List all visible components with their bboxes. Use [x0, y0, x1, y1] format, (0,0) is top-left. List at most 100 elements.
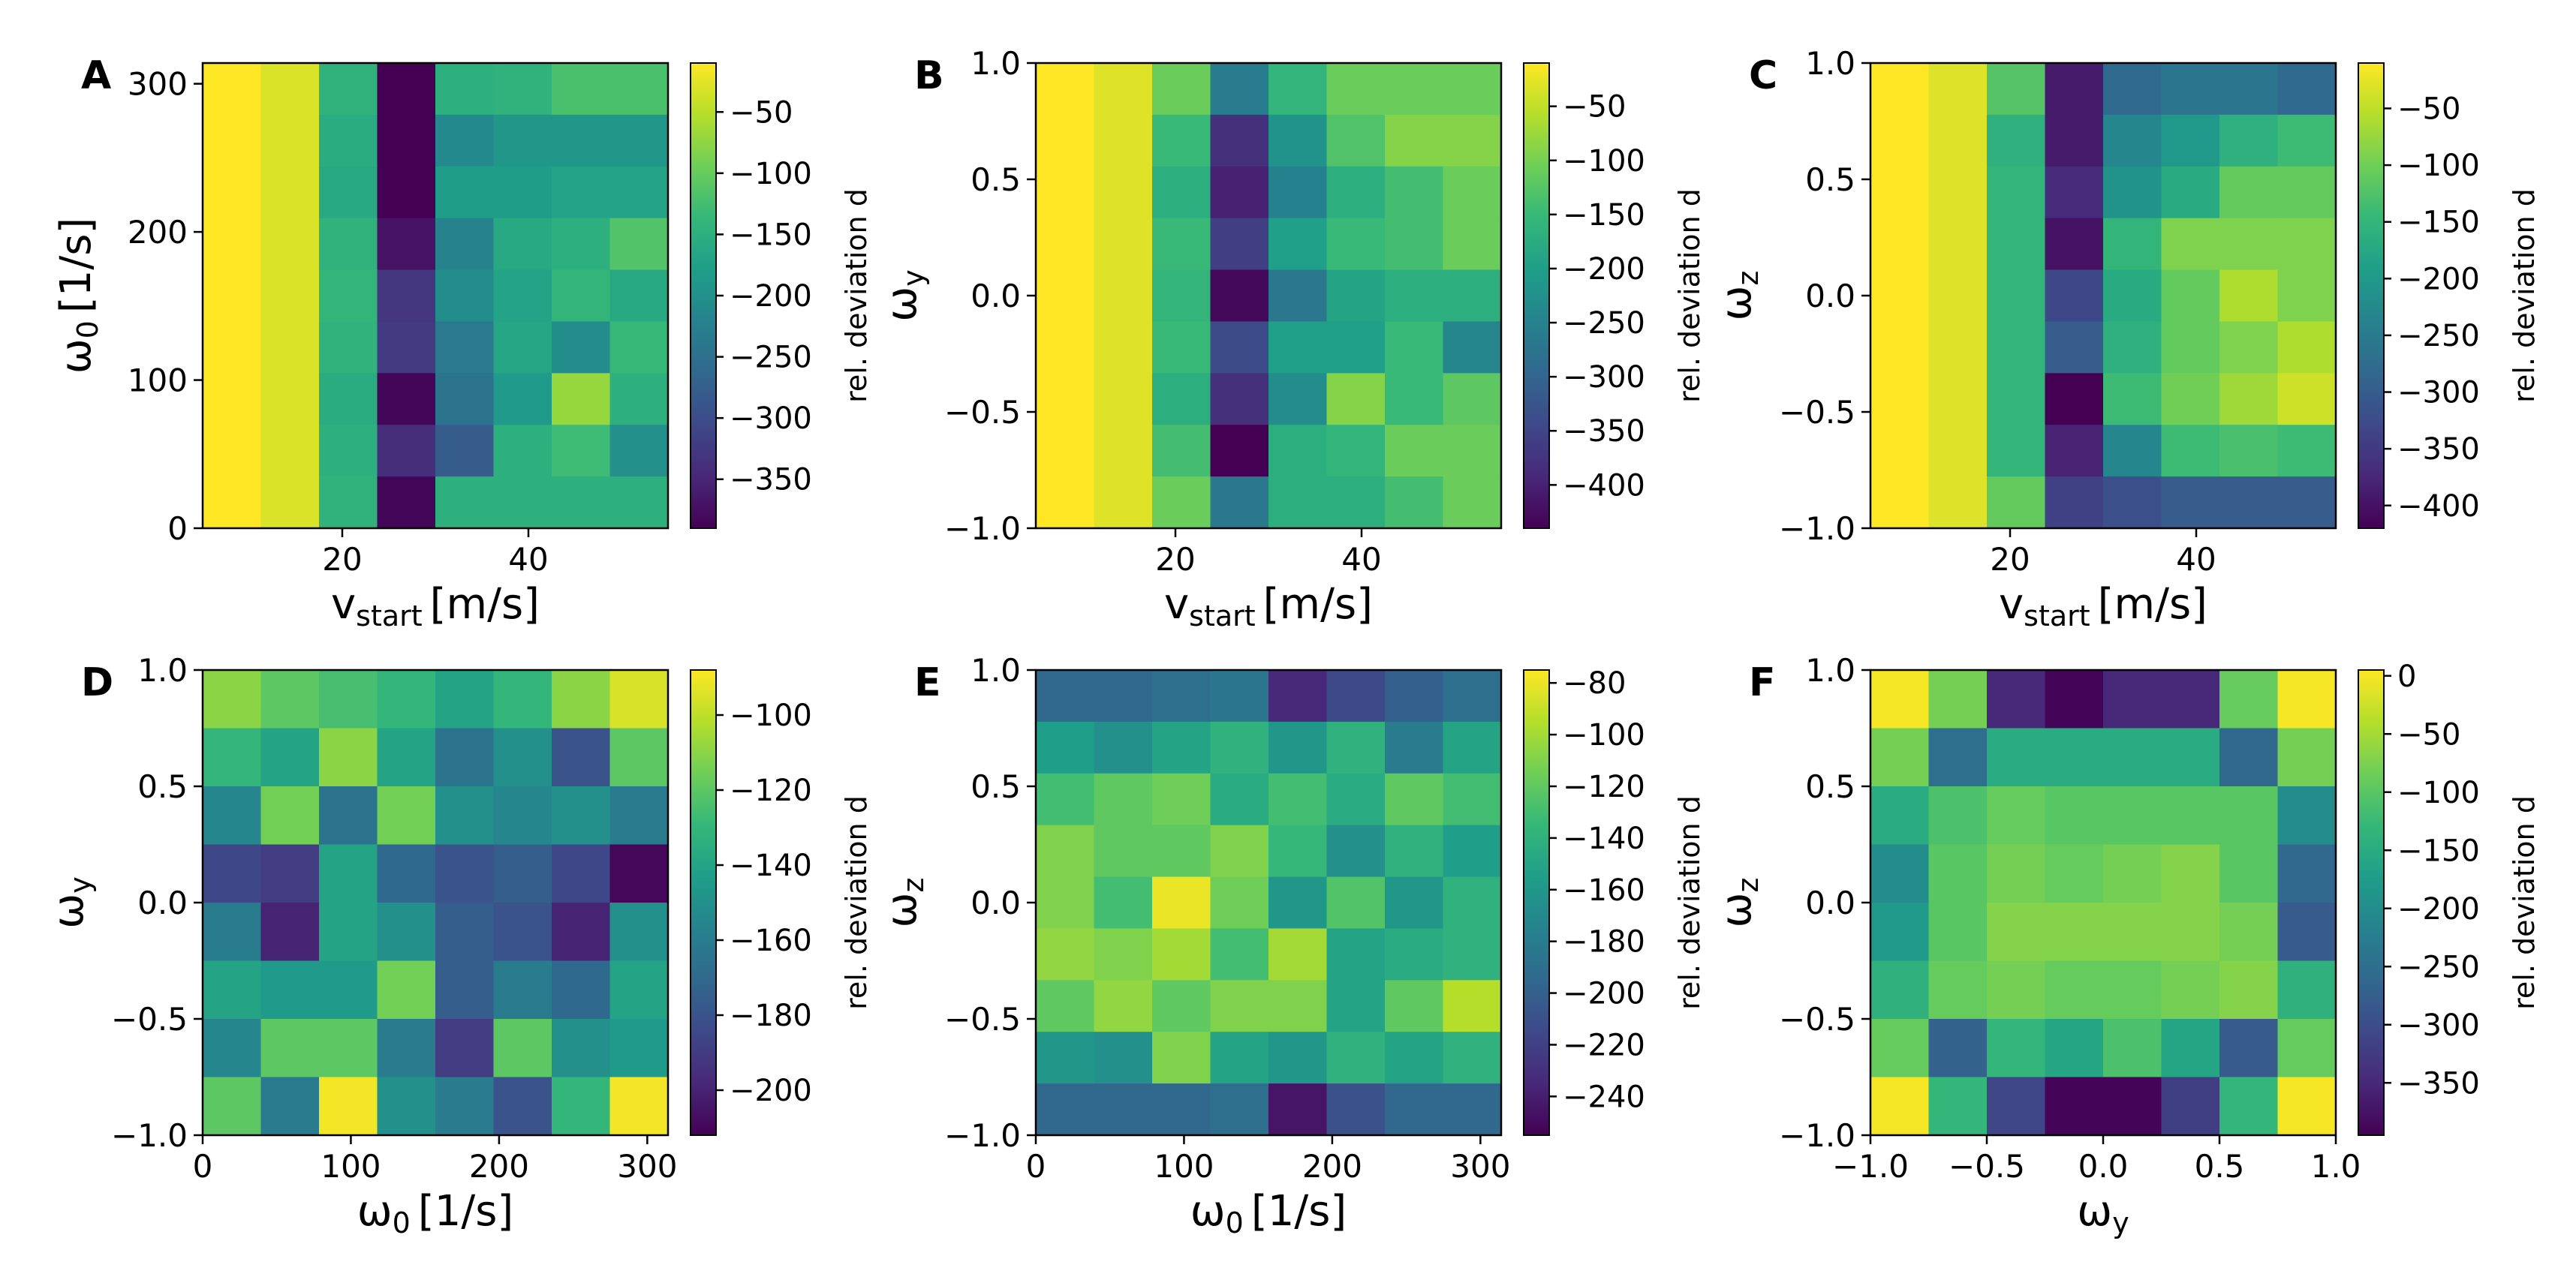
- heatmap-cell: [1094, 476, 1153, 529]
- heatmap-cell: [1987, 670, 2046, 729]
- heatmap-cell: [552, 373, 611, 425]
- heatmap-cell: [609, 728, 669, 787]
- heatmap-cell: [2103, 373, 2162, 425]
- heatmap-cell: [2161, 425, 2220, 477]
- heatmap-cell: [1036, 980, 1095, 1032]
- heatmap-cell: [377, 269, 436, 323]
- heatmap-cell: [1385, 373, 1444, 425]
- heatmap-cell: [1152, 670, 1211, 723]
- heatmap-cell: [2103, 425, 2162, 477]
- heatmap-cell: [2103, 1077, 2162, 1136]
- heatmap-cell: [203, 960, 262, 1020]
- heatmap-cell: [1268, 166, 1328, 219]
- heatmap-cell: [609, 218, 669, 271]
- x-tick-label: 20: [1155, 541, 1195, 578]
- y-tick-label: 100: [128, 362, 188, 399]
- heatmap-cell: [2103, 321, 2162, 374]
- heatmap-cell: [2219, 670, 2279, 729]
- heatmap-cell: [2219, 960, 2279, 1020]
- heatmap-cell: [1036, 773, 1095, 826]
- x-tick-label: 0.0: [2078, 1148, 2129, 1185]
- heatmap-cell: [435, 728, 495, 787]
- heatmap-cell: [493, 786, 552, 846]
- heatmap-cell: [2161, 1019, 2220, 1078]
- heatmap-cell: [1152, 373, 1211, 425]
- heatmap-cell: [493, 166, 552, 219]
- heatmap-cell: [1928, 728, 1988, 787]
- heatmap-cell: [377, 373, 436, 425]
- heatmap-cell: [260, 373, 320, 425]
- heatmap-cell: [1928, 218, 1988, 271]
- heatmap-cell: [1094, 1083, 1153, 1136]
- colorbar-tick-label: −160: [1563, 873, 1645, 908]
- heatmap-cell: [2045, 728, 2104, 787]
- heatmap-cell: [1326, 321, 1386, 374]
- heatmap-cell: [1870, 1077, 1930, 1136]
- heatmap-cell: [1094, 321, 1153, 374]
- colorbar-tick-label: −50: [2397, 92, 2460, 126]
- heatmap-cell: [435, 114, 495, 167]
- heatmap-cell: [435, 269, 495, 323]
- heatmap-cell: [1987, 425, 2046, 477]
- heatmap-cell: [1987, 728, 2046, 787]
- heatmap-cell: [1268, 373, 1328, 425]
- heatmap-cell: [319, 476, 378, 529]
- y-tick-label: 0.5: [971, 161, 1021, 198]
- heatmap-cell: [1152, 1083, 1211, 1136]
- heatmap-cell: [377, 786, 436, 846]
- heatmap-cell: [1928, 844, 1988, 903]
- heatmap-panel-e: 0 100 200 300 −1.0 −0.5 0.0 0.5 1.0 ω0 [1/s] ωz E −80…: [877, 652, 1706, 1239]
- heatmap-cell: [1094, 1032, 1153, 1084]
- heatmap-cell: [435, 786, 495, 846]
- heatmap-cell: [1210, 63, 1269, 116]
- heatmap-cell: [2219, 166, 2279, 219]
- heatmap-cell: [1152, 928, 1211, 981]
- heatmap-cell: [1268, 773, 1328, 826]
- heatmap-cell: [319, 670, 378, 729]
- heatmap-cell: [2161, 786, 2220, 846]
- heatmap-cell: [1152, 1032, 1211, 1084]
- heatmap-cell: [2277, 670, 2337, 729]
- colorbar-tick-label: −300: [2397, 376, 2480, 410]
- heatmap-cell: [1152, 269, 1211, 323]
- heatmap-cell: [1987, 960, 2046, 1020]
- heatmap-cell: [2103, 903, 2162, 962]
- heatmap-cell: [609, 1019, 669, 1078]
- heatmap-cell: [1036, 1083, 1095, 1136]
- colorbar-tick-label: −140: [730, 849, 812, 883]
- y-tick-label: −0.5: [944, 1001, 1021, 1038]
- heatmap-cell: [1036, 114, 1095, 167]
- heatmap-cell: [1870, 670, 1930, 729]
- heatmap-cell: [2219, 1077, 2279, 1136]
- heatmap-cell: [2277, 321, 2337, 374]
- heatmap-cell: [1928, 269, 1988, 323]
- heatmap-cell: [493, 728, 552, 787]
- y-tick-label: 1.0: [1805, 45, 1855, 82]
- y-tick-label: 0.0: [971, 885, 1021, 921]
- heatmap-cell: [1443, 1032, 1502, 1084]
- heatmap-cell: [552, 903, 611, 962]
- colorbar-tick-label: −300: [730, 401, 812, 436]
- heatmap-cell: [1385, 1083, 1444, 1136]
- heatmap-cell: [377, 114, 436, 167]
- heatmap-cell: [2103, 844, 2162, 903]
- heatmap-cell: [203, 114, 262, 167]
- heatmap-cell: [609, 321, 669, 374]
- heatmap-cell: [377, 903, 436, 962]
- heatmap-cell: [260, 786, 320, 846]
- heatmap-cell: [260, 960, 320, 1020]
- heatmap-cell: [260, 269, 320, 323]
- heatmap-cell: [552, 166, 611, 219]
- heatmap-cell: [1094, 373, 1153, 425]
- heatmap-cell: [435, 425, 495, 477]
- heatmap-cell: [203, 786, 262, 846]
- heatmap-cell: [1268, 63, 1328, 116]
- heatmap-cell: [377, 218, 436, 271]
- x-tick-label: 0.5: [2195, 1148, 2245, 1185]
- heatmap-cell: [2103, 476, 2162, 529]
- colorbar-tick-label: −300: [1563, 360, 1645, 395]
- heatmap-cell: [1443, 876, 1502, 930]
- heatmap-cell: [493, 63, 552, 116]
- heatmap-cell: [2277, 269, 2337, 323]
- heatmap-cell: [203, 373, 262, 425]
